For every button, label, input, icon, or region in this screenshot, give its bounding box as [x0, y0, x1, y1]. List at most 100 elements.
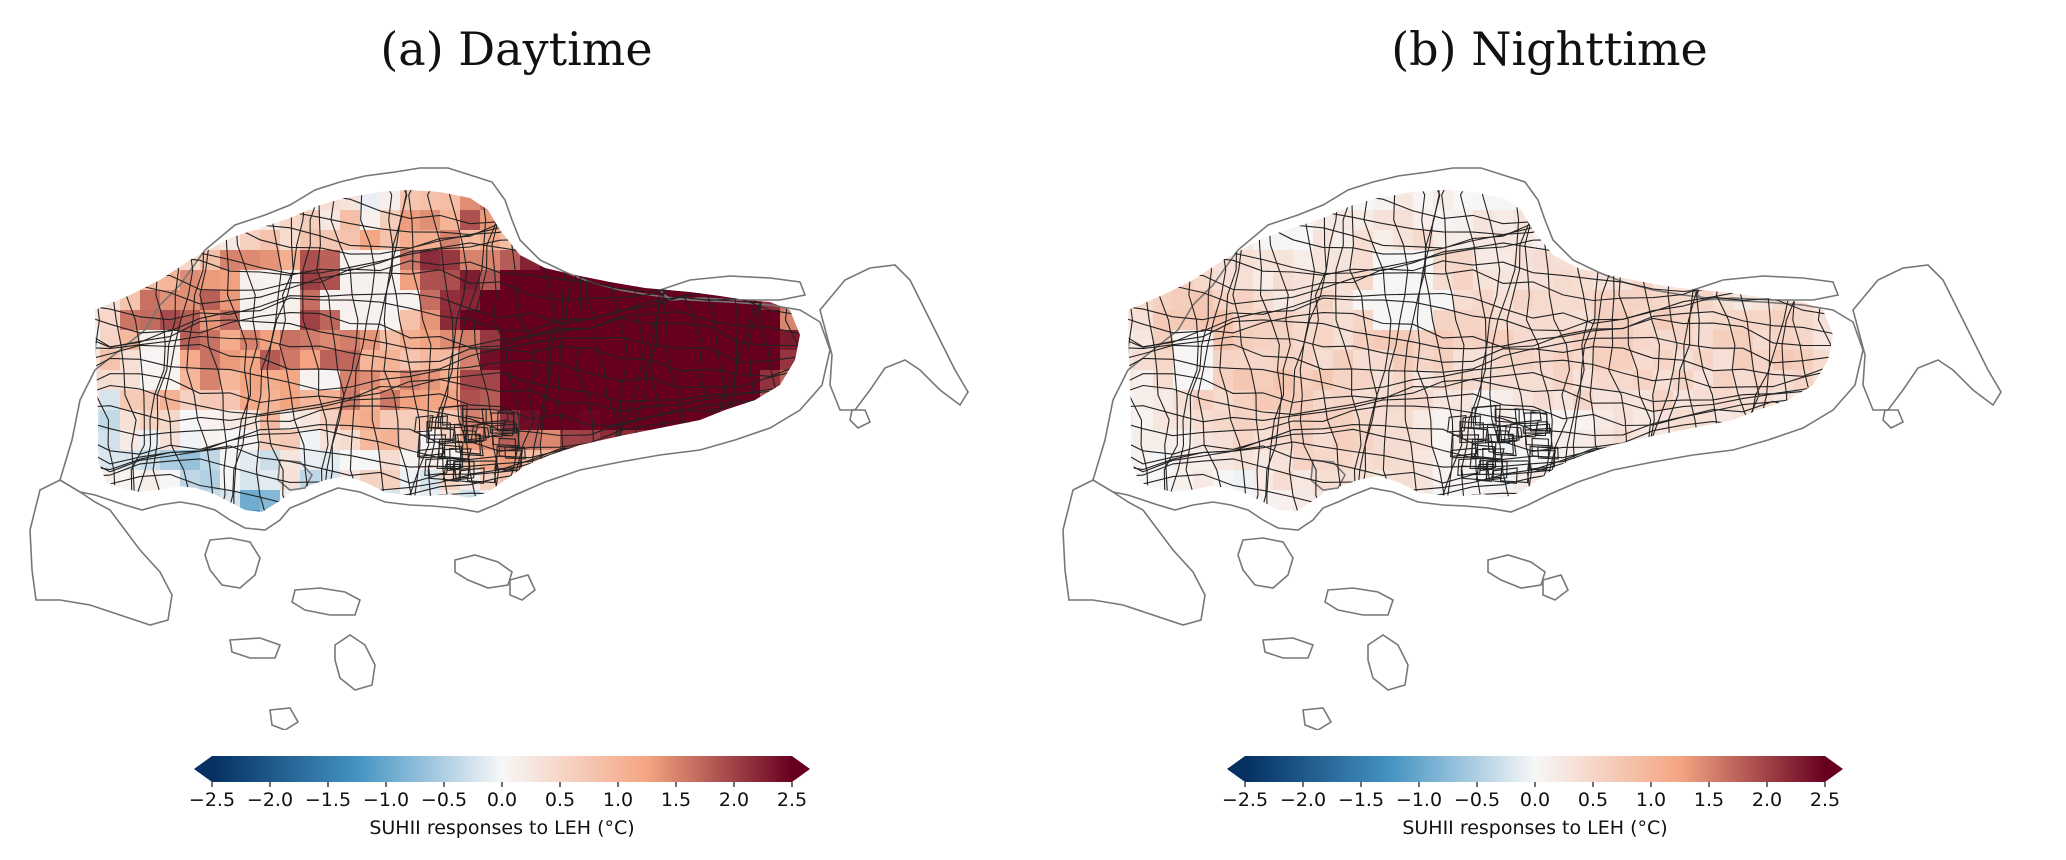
- heat-cell: [1353, 470, 1373, 490]
- heat-cell: [700, 270, 720, 290]
- heat-cell: [680, 330, 700, 350]
- heat-cell: [440, 290, 460, 310]
- heat-cell: [800, 510, 820, 530]
- colorbar-tick-label: 2.0: [719, 789, 749, 811]
- heat-cell: [160, 510, 180, 512]
- heat-cell: [1373, 190, 1393, 210]
- heat-cell: [340, 350, 360, 370]
- heat-cell: [280, 230, 300, 250]
- heat-cell: [640, 490, 660, 510]
- heat-cell: [580, 170, 600, 190]
- heat-cell: [1653, 510, 1673, 512]
- colorbar-extend-min: [194, 756, 212, 782]
- heat-cell: [1553, 410, 1573, 430]
- heat-cell: [340, 310, 360, 330]
- heat-cell: [660, 190, 680, 210]
- heat-cell: [140, 510, 160, 512]
- heat-cell: [1393, 370, 1413, 390]
- heat-cell: [1753, 230, 1773, 250]
- heat-cell: [1613, 390, 1633, 410]
- heat-cell: [1453, 190, 1473, 210]
- heat-cell: [380, 310, 400, 330]
- heat-cell: [1633, 510, 1653, 512]
- heat-cell: [1313, 510, 1333, 512]
- heat-cell: [1733, 490, 1753, 510]
- heat-cell: [95, 450, 100, 470]
- nighttime-colorbar: −2.5 −2.0 −1.5 −1.0 −0.5 0.0 0.5 1.0 1.5 2.0 2.5 SU…: [1222, 756, 1843, 839]
- heat-cell: [140, 210, 160, 230]
- heat-cell: [1593, 390, 1613, 410]
- heat-cell: [1553, 290, 1573, 310]
- heat-cell: [1173, 310, 1193, 330]
- heat-cell: [400, 490, 420, 510]
- heat-cell: [400, 270, 420, 290]
- heat-cell: [800, 450, 820, 470]
- heat-cell: [580, 510, 600, 512]
- heat-cell: [500, 250, 520, 270]
- heat-cell: [520, 250, 540, 270]
- heat-cell: [820, 410, 840, 430]
- heat-cell: [360, 270, 380, 290]
- heat-cell: [320, 230, 340, 250]
- heat-cell: [1213, 510, 1233, 512]
- heat-cell: [1813, 490, 1833, 510]
- heat-cell: [420, 270, 440, 290]
- heat-cell: [1473, 270, 1493, 290]
- heat-cell: [1613, 250, 1633, 270]
- daytime-colorbar: −2.5 −2.0 −1.5 −1.0 −0.5 0.0 0.5 1.0 1.5 2.0 2.5 SU…: [189, 756, 810, 839]
- heat-cell: [240, 190, 260, 210]
- heat-cell: [1233, 290, 1253, 310]
- heat-cell: [1173, 210, 1193, 230]
- heat-cell: [400, 210, 420, 230]
- heat-cell: [300, 430, 320, 450]
- heat-cell: [95, 210, 100, 230]
- heat-cell: [1733, 170, 1753, 190]
- heat-cell: [1133, 370, 1153, 390]
- heat-cell: [660, 230, 680, 250]
- heat-cell: [1633, 450, 1653, 470]
- heat-cell: [1613, 330, 1633, 350]
- heat-cell: [480, 170, 500, 190]
- heat-cell: [1713, 250, 1733, 270]
- heat-cell: [1233, 250, 1253, 270]
- heat-cell: [1313, 390, 1333, 410]
- heat-cell: [320, 270, 340, 290]
- heat-cell: [1293, 450, 1313, 470]
- heat-cell: [440, 510, 460, 512]
- nighttime-panel: (b) Nighttime −2.5 −2.0 −1.5 −1.0 −0.5 0.0 0.5…: [1033, 0, 2066, 860]
- heat-cell: [1353, 250, 1373, 270]
- heat-cell: [120, 350, 140, 370]
- heat-cell: [1553, 470, 1573, 490]
- heat-cell: [640, 410, 660, 430]
- heat-cell: [1273, 470, 1293, 490]
- heat-cell: [280, 510, 300, 512]
- heat-cell: [200, 190, 220, 210]
- heat-cell: [1673, 410, 1693, 430]
- heat-cell: [95, 290, 100, 310]
- heat-cell: [1633, 470, 1653, 490]
- heat-cell: [800, 470, 820, 490]
- heat-cell: [1533, 250, 1553, 270]
- heat-cell: [540, 250, 560, 270]
- heat-cell: [1533, 350, 1553, 370]
- heat-cell: [200, 450, 220, 470]
- heat-cell: [1813, 370, 1833, 390]
- heat-cell: [1133, 410, 1153, 430]
- heat-cell: [1653, 170, 1673, 190]
- colorbar-tick-label: 0.0: [1520, 789, 1550, 811]
- heat-cell: [1333, 270, 1353, 290]
- heat-cell: [220, 330, 240, 350]
- heat-cell: [1128, 230, 1133, 250]
- heat-cell: [100, 410, 120, 430]
- heat-cell: [380, 190, 400, 210]
- heat-cell: [1753, 450, 1773, 470]
- heat-cell: [1293, 370, 1313, 390]
- heat-cell: [500, 510, 520, 512]
- heat-cell: [1133, 170, 1153, 190]
- heat-cell: [360, 210, 380, 230]
- heat-cell: [640, 470, 660, 490]
- heat-cell: [1493, 230, 1513, 250]
- colorbar-tick-label: −2.5: [1222, 789, 1268, 811]
- heat-cell: [180, 270, 200, 290]
- heat-cell: [720, 270, 740, 290]
